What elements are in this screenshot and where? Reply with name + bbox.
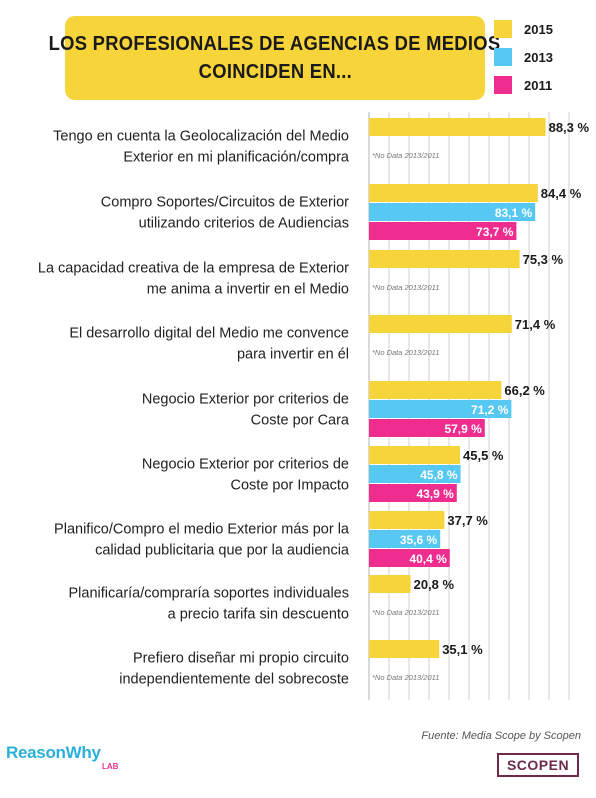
legend-item-2013: 2013	[494, 48, 553, 66]
category-label: Planificaría/compraría soportes individu…	[69, 586, 349, 602]
category-label: La capacidad creativa de la empresa de E…	[38, 261, 349, 277]
legend-item-2015: 2015	[494, 20, 553, 38]
data-label: 37,7 %	[447, 513, 488, 528]
data-label: 57,9 %	[444, 422, 482, 436]
data-label: 35,6 %	[400, 533, 438, 547]
bar-2011	[369, 222, 517, 240]
data-label: 43,9 %	[416, 487, 454, 501]
reasonwhy-logo-sub: LAB	[102, 762, 119, 771]
legend-swatch-2011	[494, 76, 512, 94]
bar-2011	[369, 484, 457, 502]
data-label: 35,1 %	[442, 642, 483, 657]
chart-title-line-1: LOS PROFESIONALES DE AGENCIAS DE MEDIOS	[49, 33, 501, 55]
no-data-note: *No Data 2013/2011	[372, 673, 439, 682]
data-label: 71,2 %	[471, 403, 509, 417]
legend-label-2015: 2015	[524, 21, 553, 37]
category-label: Tengo en cuenta la Geolocalización del M…	[53, 129, 349, 145]
reasonwhy-logo: ReasonWhy LAB	[6, 743, 118, 771]
data-label: 45,8 %	[420, 468, 458, 482]
category-label: El desarrollo digital del Medio me conve…	[69, 326, 349, 342]
bar-2013	[369, 203, 536, 221]
bar-2015	[369, 381, 502, 399]
category-label: a precio tarifa sin descuento	[168, 607, 349, 623]
category-label: utilizando criterios de Audiencias	[139, 216, 349, 232]
legend-swatch-2013	[494, 48, 512, 66]
bar-2013	[369, 530, 441, 548]
legend-label-2013: 2013	[524, 49, 553, 65]
bar-2015	[369, 640, 440, 658]
category-label: Coste por Cara	[251, 413, 350, 429]
no-data-note: *No Data 2013/2011	[372, 151, 439, 160]
no-data-note: *No Data 2013/2011	[372, 283, 439, 292]
bar-2013	[369, 400, 512, 418]
bar-2015	[369, 184, 538, 202]
category-label: Coste por Impacto	[231, 478, 349, 494]
category-label: Negocio Exterior por criterios de	[142, 457, 349, 473]
reasonwhy-logo-text: ReasonWhy	[6, 743, 101, 762]
legend-swatch-2015	[494, 20, 512, 38]
chart-legend: 2015 2013 2011	[494, 16, 594, 100]
category-label: para invertir en él	[237, 347, 349, 363]
chart-title-line-2: COINCIDEN EN...	[198, 61, 352, 83]
bar-2015	[369, 575, 411, 593]
category-label: Compro Soportes/Circuitos de Exterior	[101, 195, 349, 211]
category-label: Negocio Exterior por criterios de	[142, 392, 349, 408]
category-label: Exterior en mi planificación/compra	[123, 150, 350, 166]
bar-2015	[369, 446, 460, 464]
bar-2011	[369, 549, 450, 567]
no-data-note: *No Data 2013/2011	[372, 608, 439, 617]
data-label: 20,8 %	[414, 577, 455, 592]
category-label: calidad publicitaria que por la audienci…	[95, 543, 350, 559]
bar-2015	[369, 250, 520, 268]
bar-2013	[369, 465, 461, 483]
source-note: Fuente: Media Scope by Scopen	[421, 730, 581, 742]
bar-2015	[369, 511, 445, 529]
data-label: 45,5 %	[463, 448, 504, 463]
no-data-note: *No Data 2013/2011	[372, 348, 439, 357]
chart-title-box: LOS PROFESIONALES DE AGENCIAS DE MEDIOS …	[49, 16, 501, 100]
category-label: independientemente del sobrecoste	[119, 672, 349, 688]
data-label: 75,3 %	[523, 252, 564, 267]
legend-item-2011: 2011	[494, 76, 552, 94]
category-label: Planifico/Compro el medio Exterior más p…	[54, 522, 350, 538]
data-label: 83,1 %	[495, 206, 533, 220]
bar-2011	[369, 419, 485, 437]
legend-label-2011: 2011	[524, 77, 553, 93]
scopen-logo: SCOPEN	[497, 753, 579, 777]
bar-2015	[369, 118, 546, 136]
data-label: 71,4 %	[515, 317, 556, 332]
bar-2015	[369, 315, 512, 333]
category-label: Prefiero diseñar mi propio circuito	[133, 651, 349, 667]
data-label: 88,3 %	[549, 120, 590, 135]
data-label: 66,2 %	[504, 383, 545, 398]
data-label: 40,4 %	[409, 552, 447, 566]
data-label: 84,4 %	[541, 186, 582, 201]
category-label: me anima a invertir en el Medio	[147, 282, 349, 298]
data-label: 73,7 %	[476, 225, 514, 239]
